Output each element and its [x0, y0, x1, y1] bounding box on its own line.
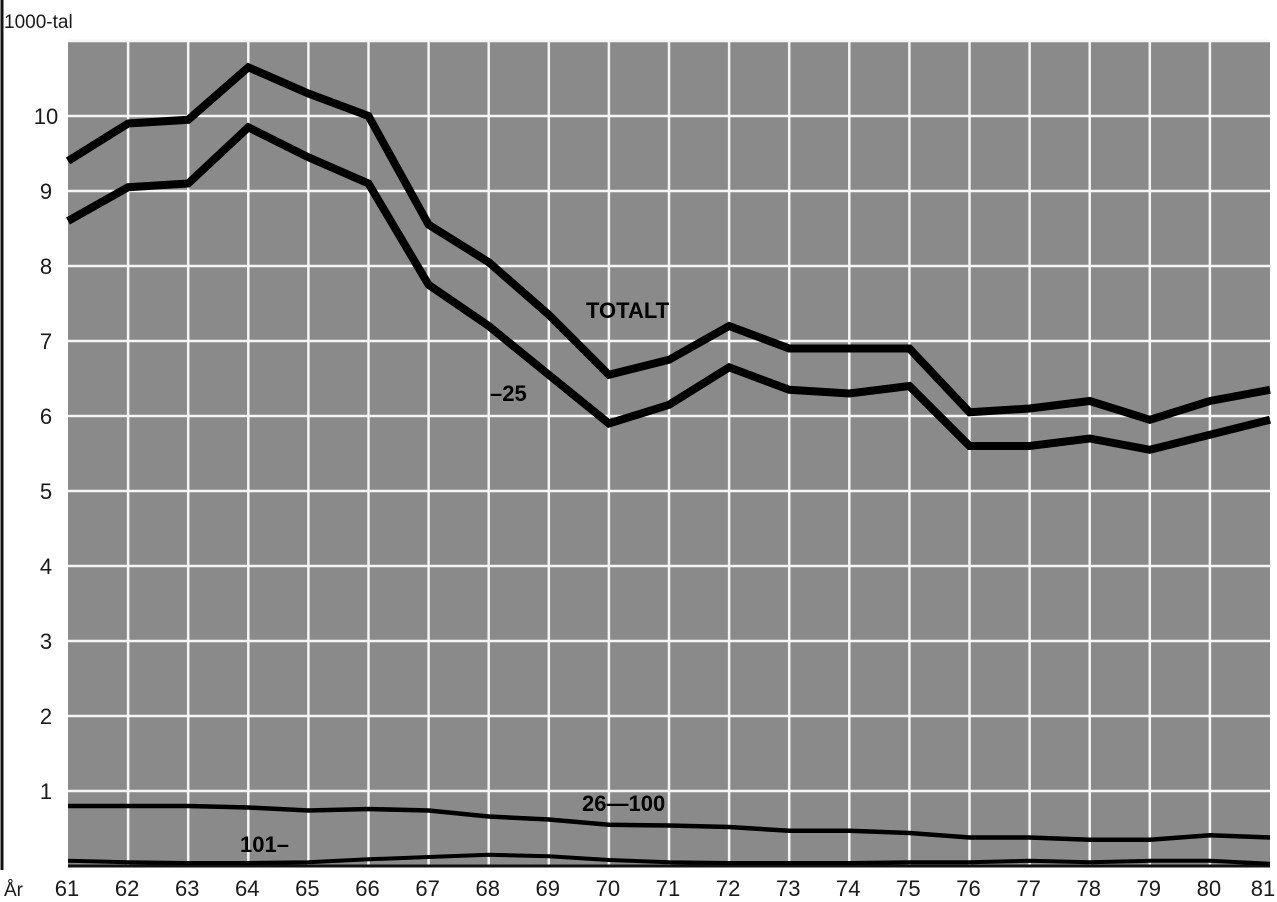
x-tick-label: 78: [1076, 876, 1100, 901]
series-line-101-plus: [67, 852, 1271, 866]
x-tick-label: 74: [836, 876, 860, 901]
x-tick-label: 81: [1251, 876, 1275, 901]
y-axis-label: 1000-tal: [4, 12, 73, 33]
series-label-26-100: 26—100: [582, 791, 665, 816]
series-label-101-plus: 101–: [240, 832, 289, 857]
x-tick-label: 70: [596, 876, 620, 901]
y-tick-label: 4: [40, 554, 52, 579]
x-tick-label: 62: [115, 876, 139, 901]
x-tick-label: 67: [415, 876, 439, 901]
x-tick-label: 80: [1197, 876, 1221, 901]
y-tick-label: 10: [34, 104, 58, 129]
x-tick-label: 68: [475, 876, 499, 901]
series-line-upto-25: [66, 122, 1271, 454]
y-tick-label: 8: [40, 254, 52, 279]
x-tick-label: 71: [656, 876, 680, 901]
x-tick-label: 77: [1016, 876, 1040, 901]
x-tick-label: 75: [896, 876, 920, 901]
y-tick-label: 7: [40, 329, 52, 354]
x-tick-label: 76: [956, 876, 980, 901]
x-tick-label: 79: [1137, 876, 1161, 901]
y-tick-label: 5: [40, 479, 52, 504]
x-tick-label: 66: [355, 876, 379, 901]
gridlines: [68, 39, 1270, 866]
x-tick-label: 65: [295, 876, 319, 901]
x-tick-labels: 61 62 63 64 65 66 67 68 69 70 71 72 73 74 75 76 77 78 79 80…: [55, 876, 1275, 901]
y-tick-label: 2: [40, 704, 52, 729]
series-line-totalt: [65, 62, 1271, 424]
series-lines: [65, 62, 1271, 866]
x-tick-label: 63: [175, 876, 199, 901]
x-tick-label: 64: [235, 876, 259, 901]
y-tick-labels: 1 2 3 4 5 6 7 8 9 10: [34, 104, 58, 804]
x-axis-label: År: [4, 880, 24, 901]
y-tick-label: 6: [40, 404, 52, 429]
x-tick-label: 72: [716, 876, 740, 901]
series-label-totalt: TOTALT: [586, 298, 670, 323]
x-tick-label: 73: [776, 876, 800, 901]
series-label-upto-25: –25: [490, 381, 527, 406]
y-tick-label: 9: [40, 179, 52, 204]
x-tick-label: 61: [55, 876, 79, 901]
x-tick-label: 69: [536, 876, 560, 901]
y-tick-label: 3: [40, 629, 52, 654]
y-tick-label: 1: [40, 779, 52, 804]
series-line-26-100: [68, 803, 1271, 843]
